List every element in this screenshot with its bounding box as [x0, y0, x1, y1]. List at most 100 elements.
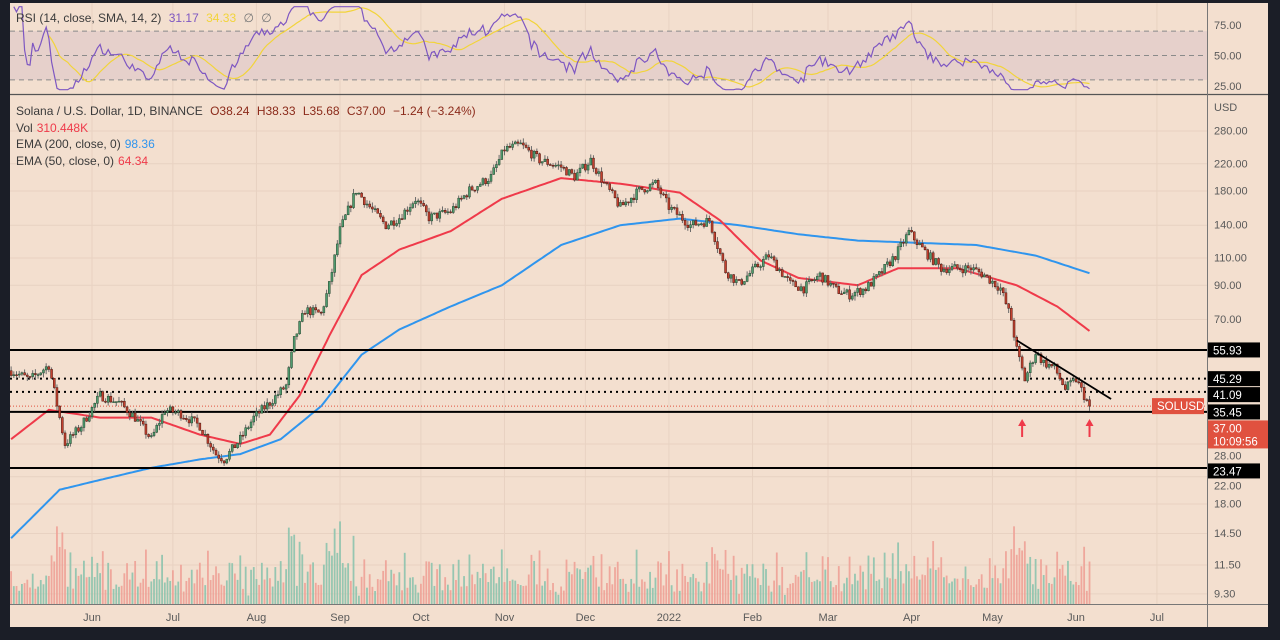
volume-bar — [816, 579, 819, 604]
x-tick-label[interactable]: Mar — [819, 612, 838, 624]
volume-bar — [39, 580, 42, 604]
candle — [961, 265, 965, 278]
rsi-title: RSI (14, close, SMA, 14, 2) — [16, 11, 162, 25]
volume-bar — [835, 585, 837, 604]
candle — [120, 400, 123, 406]
x-tick-label[interactable]: Aug — [247, 612, 267, 624]
candle — [187, 416, 191, 427]
volume-bar — [109, 569, 112, 604]
volume-bar — [217, 573, 220, 604]
volume-bar — [716, 560, 719, 604]
vol-value: 310.448K — [36, 120, 89, 135]
candle — [203, 429, 207, 436]
candle-body — [284, 384, 288, 390]
candle — [864, 287, 868, 294]
candle-body — [910, 230, 913, 233]
candle-body — [921, 243, 924, 248]
volume-bar — [867, 555, 870, 604]
candle — [271, 399, 274, 410]
volume-bar — [697, 581, 700, 604]
level-tag-bg — [1208, 404, 1260, 420]
candle-body — [851, 295, 854, 300]
candle — [252, 413, 256, 426]
volume-bar — [166, 577, 169, 604]
candle — [47, 365, 51, 373]
candle — [168, 404, 172, 412]
volume-bar — [622, 578, 625, 604]
volume-bar — [630, 578, 633, 604]
level-tag-text: 55.93 — [1213, 345, 1242, 357]
volume-bar — [851, 584, 854, 604]
candle-body — [939, 263, 943, 272]
candle — [497, 154, 501, 166]
candle-body — [1034, 354, 1037, 363]
candle-body — [63, 432, 67, 446]
candle — [842, 287, 846, 295]
symbol-tag-bg — [1152, 398, 1204, 415]
candle — [209, 441, 212, 452]
candle — [799, 283, 803, 292]
volume-bar — [983, 587, 986, 604]
volume-bar — [565, 559, 568, 604]
volume-bar — [961, 578, 964, 604]
candle — [282, 385, 285, 391]
level-tag-bg — [1208, 463, 1260, 479]
volume-bar — [538, 550, 541, 604]
candle — [352, 188, 355, 209]
volume-bar — [236, 579, 239, 604]
candle — [718, 247, 722, 256]
x-tick-label[interactable]: Jun — [83, 612, 101, 624]
candle-body — [565, 167, 568, 176]
x-tick-label[interactable]: Apr — [903, 612, 920, 624]
volume-bar — [956, 578, 959, 604]
volume-bar — [1029, 556, 1032, 604]
candle — [921, 239, 924, 248]
candle — [613, 190, 617, 199]
x-tick-label[interactable]: Oct — [412, 612, 429, 624]
x-tick-label[interactable]: Jun — [1067, 612, 1085, 624]
candle-body — [160, 414, 164, 424]
candle-body — [907, 230, 911, 235]
volume-bar — [147, 586, 150, 604]
volume-bar — [120, 585, 123, 604]
candle-body — [352, 193, 355, 208]
x-tick-label[interactable]: 2022 — [657, 612, 681, 624]
candle — [98, 388, 102, 398]
candle-body — [869, 282, 873, 287]
candle-body — [586, 164, 590, 171]
x-tick-label[interactable]: Feb — [743, 612, 762, 624]
candle-body — [1066, 381, 1070, 390]
volume-bar — [260, 562, 263, 604]
candle-body — [813, 279, 816, 282]
candle — [171, 406, 175, 416]
candle-body — [616, 197, 619, 207]
candle-body — [144, 423, 148, 435]
candle-body — [902, 242, 905, 244]
volume-bar — [627, 591, 630, 604]
x-tick-label[interactable]: Jul — [1150, 612, 1164, 624]
x-tick-label[interactable]: Jul — [166, 612, 180, 624]
volume-bar — [290, 536, 293, 604]
volume-bar — [1026, 563, 1029, 604]
candle-body — [840, 293, 843, 295]
candle-body — [573, 172, 576, 181]
candle — [425, 204, 428, 217]
symbol-title[interactable]: Solana / U.S. Dollar, 1D, BINANCE — [16, 104, 203, 118]
candle — [945, 265, 948, 275]
candle — [702, 221, 706, 229]
volume-bar — [969, 585, 972, 604]
x-tick-label[interactable]: Dec — [576, 612, 596, 624]
candle-body — [950, 266, 954, 270]
candle-body — [1082, 387, 1086, 400]
candle-body — [1004, 292, 1008, 305]
x-tick-label[interactable]: May — [982, 612, 1003, 624]
x-tick-label[interactable]: Nov — [495, 612, 515, 624]
candle — [1042, 359, 1045, 367]
candle-body — [853, 292, 857, 297]
volume-bar — [193, 583, 196, 604]
volume-bar — [163, 582, 166, 604]
volume-bar — [552, 582, 554, 604]
x-tick-label[interactable]: Sep — [330, 612, 350, 624]
